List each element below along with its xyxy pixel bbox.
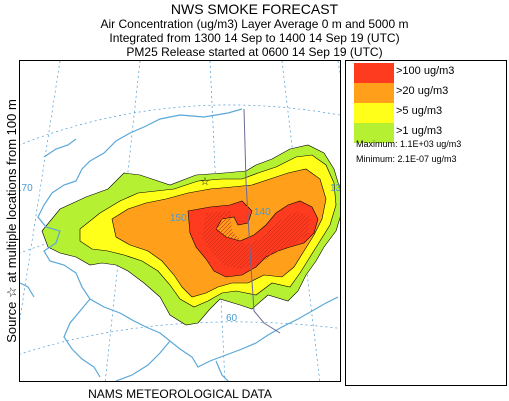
source-label: Source ☆ at multiple locations from 100 … <box>4 99 19 343</box>
lon-label-150: 150 <box>170 213 187 224</box>
legend-item-gt100: >100 ug/m3 <box>354 63 504 83</box>
legend-item-gt20: >20 ug/m3 <box>354 83 504 103</box>
smoke-contours <box>41 144 340 326</box>
met-data-label: NAMS METEOROLOGICAL DATA <box>88 387 272 401</box>
coastline <box>20 108 339 381</box>
lon-label-140: 140 <box>254 207 271 218</box>
legend-maximum: Maximum: 1.1E+03 ug/m3 <box>356 139 462 149</box>
legend-label-gt20: >20 ug/m3 <box>396 85 449 97</box>
hatched-core <box>202 211 310 269</box>
map-title: NWS SMOKE FORECAST <box>170 1 339 17</box>
legend-swatch-gt5 <box>354 103 394 123</box>
legend-item-gt1: >1 ug/m3 <box>354 123 504 143</box>
legend-item-gt5: >5 ug/m3 <box>354 103 504 123</box>
border-line <box>243 108 281 334</box>
lat-label-60: 60 <box>226 313 238 324</box>
legend-label-gt5: >5 ug/m3 <box>396 105 443 117</box>
legend-swatch-gt1 <box>354 123 394 143</box>
source-star-icon: ☆ <box>200 176 210 188</box>
legend-panel: >100 ug/m3 >20 ug/m3 >5 ug/m3 >1 ug/m3 M… <box>345 60 507 386</box>
subtitle-concentration: Air Concentration (ug/m3) Layer Average … <box>100 17 409 31</box>
graticule-labels: 170 150 140 130 60 <box>20 183 341 324</box>
legend-minimum: Minimum: 2.1E-07 ug/m3 <box>356 154 457 164</box>
subtitle-integration: Integrated from 1300 14 Sep to 1400 14 S… <box>109 31 400 45</box>
lon-label-130: 130 <box>330 183 341 194</box>
legend-swatch-gt20 <box>354 83 394 103</box>
legend-label-gt100: >100 ug/m3 <box>396 65 455 77</box>
subtitle-release: PM25 Release started at 0600 14 Sep 19 (… <box>126 45 383 59</box>
map-panel: ☆ 170 150 140 130 60 <box>19 60 341 382</box>
legend-swatch-gt100 <box>354 63 394 83</box>
lon-label-170: 170 <box>20 183 33 194</box>
legend-label-gt1: >1 ug/m3 <box>396 125 443 137</box>
smoke-map: ☆ 170 150 140 130 60 <box>20 61 341 381</box>
